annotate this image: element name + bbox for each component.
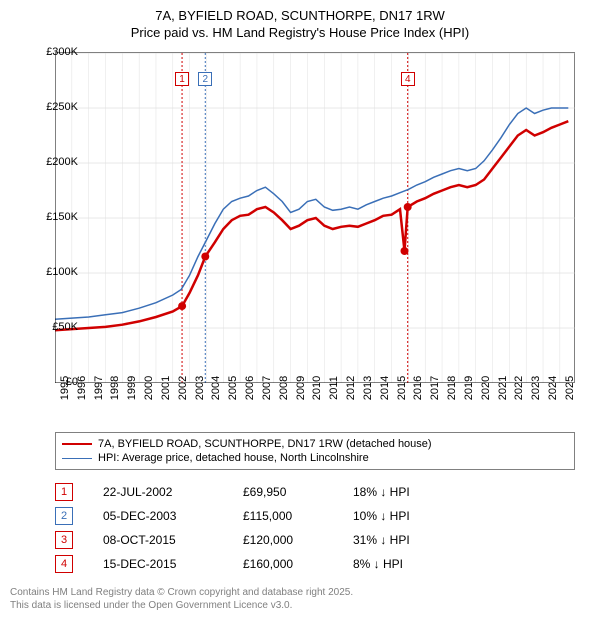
- x-tick-label: 2018: [446, 376, 458, 400]
- sale-diff-hpi: 18% ↓ HPI: [353, 485, 473, 499]
- sale-marker: [201, 253, 209, 261]
- x-tick-label: 2012: [345, 376, 357, 400]
- legend-row: HPI: Average price, detached house, Nort…: [62, 451, 568, 465]
- x-tick-label: 2000: [143, 376, 155, 400]
- sales-row: 2 05-DEC-2003£115,00010% ↓ HPI: [55, 504, 473, 528]
- event-label-box: 2: [198, 72, 212, 86]
- x-tick-label: 2014: [379, 376, 391, 400]
- legend-label: 7A, BYFIELD ROAD, SCUNTHORPE, DN17 1RW (…: [98, 438, 432, 450]
- sales-row: 4 15-DEC-2015£160,0008% ↓ HPI: [55, 552, 473, 576]
- sale-index-box: 2: [55, 507, 73, 525]
- x-tick-label: 1996: [76, 376, 88, 400]
- x-tick-label: 1997: [93, 376, 105, 400]
- sale-index-box: 1: [55, 483, 73, 501]
- x-tick-label: 1995: [59, 376, 71, 400]
- sale-marker: [401, 247, 409, 255]
- legend-row: 7A, BYFIELD ROAD, SCUNTHORPE, DN17 1RW (…: [62, 437, 568, 451]
- legend-swatch-hpi: [62, 458, 92, 459]
- series-hpi: [55, 108, 568, 319]
- title-line-1: 7A, BYFIELD ROAD, SCUNTHORPE, DN17 1RW: [0, 8, 600, 25]
- sale-price: £69,950: [243, 485, 353, 499]
- sale-date: 08-OCT-2015: [103, 533, 243, 547]
- sale-diff-hpi: 31% ↓ HPI: [353, 533, 473, 547]
- x-tick-label: 2020: [480, 376, 492, 400]
- y-tick-label: £50K: [28, 321, 78, 333]
- x-tick-label: 2008: [278, 376, 290, 400]
- event-label-box: 1: [175, 72, 189, 86]
- sale-date: 05-DEC-2003: [103, 509, 243, 523]
- x-tick-label: 2002: [177, 376, 189, 400]
- event-label-box: 4: [401, 72, 415, 86]
- x-tick-label: 1998: [109, 376, 121, 400]
- title-line-2: Price paid vs. HM Land Registry's House …: [0, 25, 600, 42]
- x-tick-label: 2001: [160, 376, 172, 400]
- x-tick-label: 2019: [463, 376, 475, 400]
- sale-marker: [178, 302, 186, 310]
- y-tick-label: £100K: [28, 266, 78, 278]
- x-tick-label: 2016: [412, 376, 424, 400]
- x-tick-label: 2006: [244, 376, 256, 400]
- x-tick-label: 2015: [396, 376, 408, 400]
- footer-line-1: Contains HM Land Registry data © Crown c…: [10, 586, 353, 599]
- sale-index-box: 4: [55, 555, 73, 573]
- footer-line-2: This data is licensed under the Open Gov…: [10, 599, 353, 612]
- chart-title: 7A, BYFIELD ROAD, SCUNTHORPE, DN17 1RW P…: [0, 0, 600, 42]
- x-tick-label: 2011: [328, 376, 340, 400]
- chart-plot-area: [55, 52, 575, 382]
- x-tick-label: 2021: [497, 376, 509, 400]
- sales-row: 1 22-JUL-2002£69,95018% ↓ HPI: [55, 480, 473, 504]
- sales-table: 1 22-JUL-2002£69,95018% ↓ HPI 2 05-DEC-2003…: [55, 480, 473, 576]
- x-tick-label: 2009: [295, 376, 307, 400]
- sale-price: £115,000: [243, 509, 353, 523]
- x-tick-label: 2013: [362, 376, 374, 400]
- x-tick-label: 2017: [429, 376, 441, 400]
- legend-swatch-property: [62, 443, 92, 445]
- legend-label: HPI: Average price, detached house, Nort…: [98, 452, 369, 464]
- x-tick-label: 2004: [210, 376, 222, 400]
- sale-marker: [404, 203, 412, 211]
- sales-row: 3 08-OCT-2015£120,00031% ↓ HPI: [55, 528, 473, 552]
- x-tick-label: 2003: [194, 376, 206, 400]
- x-tick-label: 2023: [530, 376, 542, 400]
- sale-diff-hpi: 10% ↓ HPI: [353, 509, 473, 523]
- x-tick-label: 2024: [547, 376, 559, 400]
- x-tick-label: 2010: [311, 376, 323, 400]
- y-tick-label: £250K: [28, 101, 78, 113]
- sale-date: 15-DEC-2015: [103, 557, 243, 571]
- sale-price: £120,000: [243, 533, 353, 547]
- copyright-footer: Contains HM Land Registry data © Crown c…: [10, 586, 353, 612]
- x-tick-label: 2025: [564, 376, 576, 400]
- sale-date: 22-JUL-2002: [103, 485, 243, 499]
- y-tick-label: £150K: [28, 211, 78, 223]
- sale-price: £160,000: [243, 557, 353, 571]
- x-tick-label: 1999: [126, 376, 138, 400]
- chart-legend: 7A, BYFIELD ROAD, SCUNTHORPE, DN17 1RW (…: [55, 432, 575, 470]
- sale-index-box: 3: [55, 531, 73, 549]
- sale-diff-hpi: 8% ↓ HPI: [353, 557, 473, 571]
- y-tick-label: £200K: [28, 156, 78, 168]
- x-tick-label: 2007: [261, 376, 273, 400]
- x-tick-label: 2022: [513, 376, 525, 400]
- y-tick-label: £300K: [28, 46, 78, 58]
- chart-svg: [55, 53, 575, 383]
- x-tick-label: 2005: [227, 376, 239, 400]
